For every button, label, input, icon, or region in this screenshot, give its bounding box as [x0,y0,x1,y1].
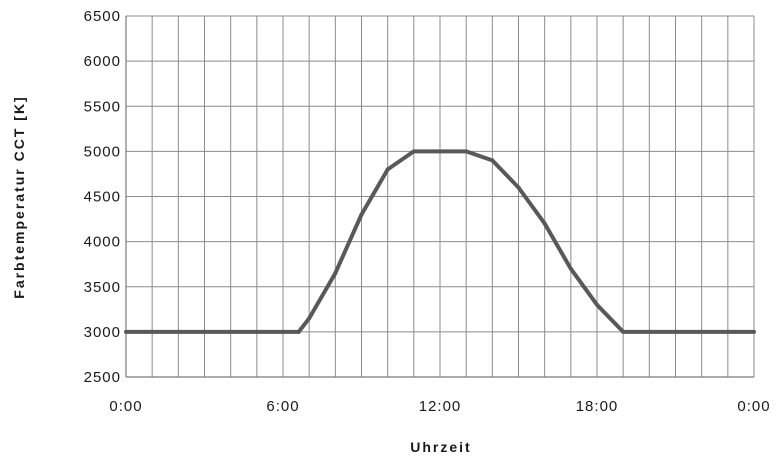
x-tick-label: 6:00 [266,398,299,415]
data-point [568,266,573,271]
data-point [202,329,207,334]
y-tick-label: 6000 [84,53,121,70]
x-tick-label: 18:00 [576,398,619,415]
data-point [752,329,756,334]
data-point [307,316,312,321]
data-point [150,329,155,334]
data-point [621,329,626,334]
x-axis-title: Uhrzeit [410,439,471,455]
data-point [333,271,338,276]
y-tick-label: 4500 [84,189,121,206]
x-tick-label: 0:00 [109,398,142,415]
data-point [296,329,301,334]
x-tick-label: 0:00 [737,398,770,415]
data-point [725,329,730,334]
axes [125,16,754,378]
data-point [281,329,285,334]
y-tick-label: 5000 [84,143,121,160]
series-line [126,149,754,334]
y-tick-label: 5500 [84,98,121,115]
y-axis-title: Farbtemperatur CCT [K] [11,95,27,298]
data-point [542,221,547,226]
x-tick-labels: 0:00 6:00 12:00 18:00 0:00 [109,398,770,415]
data-point [438,149,442,154]
data-point [516,185,521,190]
data-point [359,212,364,217]
data-point [124,329,128,334]
y-tick-label: 4000 [84,234,121,251]
y-tick-labels: 2500 3000 3500 4000 4500 5000 5500 6000 6500 [84,8,121,386]
y-tick-label: 6500 [84,8,121,25]
data-point [385,167,390,172]
y-tick-label: 2500 [84,369,121,386]
data-point [411,149,416,154]
data-point [254,329,259,334]
y-tick-label: 3000 [84,324,121,341]
data-point [647,329,652,334]
data-point [595,302,599,307]
data-point [228,329,233,334]
series-group [124,149,756,334]
x-tick-label: 12:00 [419,398,462,415]
data-point [673,329,678,334]
data-point [490,158,495,163]
y-tick-label: 3500 [84,279,121,296]
data-point [464,149,469,154]
data-point [176,329,181,334]
data-point [699,329,704,334]
